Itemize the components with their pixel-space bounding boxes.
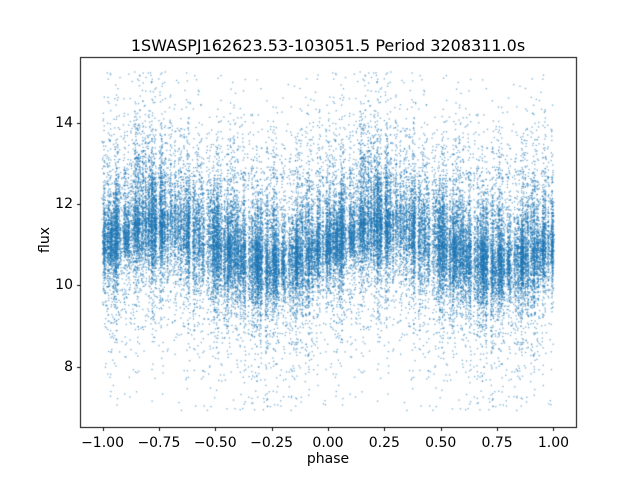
x-tick-label: −0.25 bbox=[250, 434, 294, 451]
y-tick-label: 8 bbox=[64, 358, 73, 375]
y-tick-label: 14 bbox=[55, 114, 73, 131]
x-tick-label: 1.00 bbox=[537, 434, 570, 451]
x-tick-label: 0.00 bbox=[312, 434, 344, 451]
x-tick-label: 0.75 bbox=[481, 434, 513, 451]
x-tick-label: −0.75 bbox=[137, 434, 181, 451]
chart-title: 1SWASPJ162623.53-103051.5 Period 3208311… bbox=[130, 36, 526, 55]
y-tick-label: 10 bbox=[55, 277, 73, 294]
x-tick-label: −0.50 bbox=[193, 434, 237, 451]
x-tick-label: 0.50 bbox=[425, 434, 457, 451]
x-axis-label: phase bbox=[306, 451, 350, 467]
y-tick-label: 12 bbox=[55, 195, 73, 212]
y-axis-label: flux bbox=[37, 227, 53, 253]
x-tick-label: 0.25 bbox=[368, 434, 400, 451]
x-tick-label: −1.00 bbox=[81, 434, 124, 451]
